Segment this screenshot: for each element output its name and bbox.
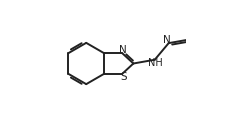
Text: NH: NH bbox=[148, 58, 162, 68]
Text: N: N bbox=[163, 35, 170, 45]
Text: N: N bbox=[120, 45, 127, 55]
Text: S: S bbox=[120, 72, 127, 82]
